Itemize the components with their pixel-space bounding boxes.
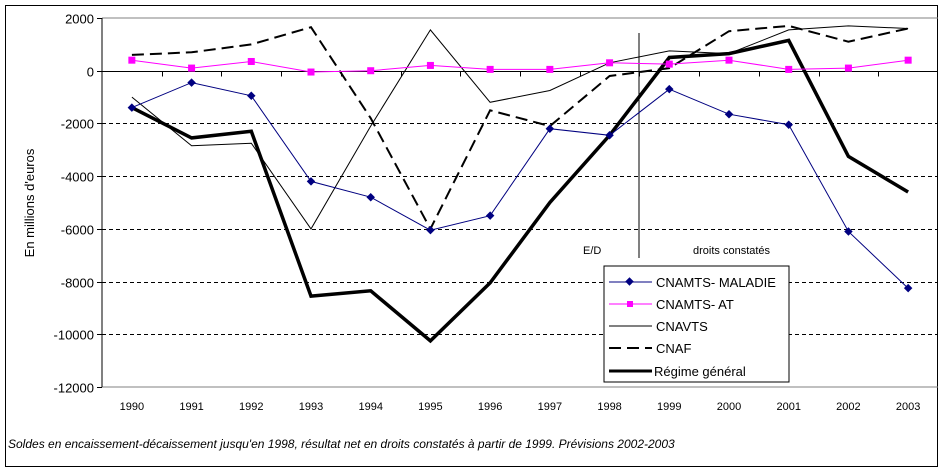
x-tick-label: 1998 — [597, 401, 621, 413]
data-point-cnamts-maladie — [485, 211, 495, 220]
data-point-cnamts-maladie — [724, 109, 734, 119]
legend-item-at: CNAMTS- AT — [609, 297, 734, 312]
y-tick-labels: 2000 0 -2000 -4000 -6000 -8000 -10000 -12000 — [54, 12, 94, 396]
x-tick-label: 1990 — [120, 401, 144, 413]
data-point-cnamts-at — [606, 59, 614, 67]
data-point-cnamts-at — [247, 57, 255, 65]
data-point-cnamts-maladie — [127, 103, 137, 112]
series-cnamts-at — [128, 56, 912, 76]
y-tick-label: -12000 — [54, 381, 94, 396]
caption: Soldes en encaissement-décaissement jusq… — [8, 437, 675, 451]
x-tick-label: 1992 — [239, 401, 263, 413]
x-tick-label: 2003 — [896, 401, 920, 413]
data-point-cnamts-at — [128, 56, 136, 64]
series-cnavts — [131, 25, 909, 230]
data-point-cnamts-at — [188, 64, 196, 72]
series — [127, 24, 913, 344]
x-tick-label: 1991 — [179, 401, 203, 413]
y-tick-label: -6000 — [61, 223, 94, 238]
data-point-cnamts-at — [725, 56, 733, 64]
x-tick-label: 1995 — [418, 401, 442, 413]
x-tick-label: 1999 — [657, 401, 681, 413]
legend-item-maladie: CNAMTS- MALADIE — [609, 275, 776, 290]
legend-box — [603, 265, 790, 383]
x-tick-labels: 1990 1991 1992 1993 1994 1995 1996 1997 1998 1999… — [120, 401, 921, 413]
y-tick-label: 2000 — [65, 12, 94, 27]
data-point-cnamts-maladie — [903, 283, 913, 293]
x-tick-label: 2000 — [717, 401, 741, 413]
x-tick-label: 1993 — [299, 401, 323, 413]
series-line-cnamts-at — [131, 59, 909, 73]
x-tick-label: 1996 — [478, 401, 502, 413]
data-point-cnamts-maladie — [247, 91, 256, 100]
legend-label-cnaf: CNAF — [656, 341, 691, 356]
y-tick-label: 0 — [87, 65, 94, 80]
data-point-cnamts-maladie — [784, 120, 793, 129]
legend-item-regime-general: Régime général — [609, 364, 746, 379]
x-tick-label: 1997 — [538, 401, 562, 413]
data-point-cnamts-maladie — [306, 177, 316, 186]
data-point-cnamts-at — [486, 65, 494, 73]
series-line-r-gime-g-n-ral — [131, 38, 909, 344]
legend-item-cnaf: CNAF — [609, 341, 691, 356]
legend-marker-diamond-icon — [625, 277, 634, 286]
x-tick-label: 2001 — [776, 401, 800, 413]
legend-item-cnavts: CNAVTS — [609, 319, 708, 334]
series-line-cnaf — [131, 24, 909, 232]
ed-label: E/D — [583, 245, 601, 257]
data-point-cnamts-maladie — [426, 225, 435, 235]
x-tick-label: 2002 — [836, 401, 860, 413]
series-line-cnavts — [131, 25, 909, 230]
data-point-cnamts-maladie — [187, 78, 196, 87]
data-point-cnamts-at — [665, 60, 673, 68]
data-point-cnamts-at — [367, 67, 375, 75]
gridlines — [102, 123, 938, 335]
data-point-cnamts-at — [426, 61, 434, 69]
legend-label-regime-general: Régime général — [654, 364, 746, 379]
data-point-cnamts-at — [546, 65, 554, 73]
series-cnamts-maladie — [127, 78, 913, 293]
data-point-cnamts-maladie — [545, 124, 555, 133]
legend-marker-square-icon — [627, 301, 633, 307]
droits-constates-label: droits constatés — [693, 245, 771, 257]
data-point-cnamts-maladie — [366, 192, 375, 202]
data-point-cnamts-at — [785, 65, 793, 73]
legend-label-at: CNAMTS- AT — [656, 297, 734, 312]
axes — [97, 17, 938, 388]
x-tick-label: 1994 — [358, 401, 382, 413]
y-tick-label: -10000 — [54, 328, 94, 343]
legend-label-cnavts: CNAVTS — [656, 319, 708, 334]
data-point-cnamts-at — [307, 68, 315, 76]
series-line-cnamts-maladie — [131, 82, 909, 289]
series-cnaf — [131, 24, 909, 232]
chart-frame — [5, 5, 938, 467]
data-point-cnamts-at — [904, 56, 912, 64]
y-axis-label: En millions d'euros — [22, 148, 37, 257]
y-tick-label: -2000 — [61, 117, 94, 132]
data-point-cnamts-at — [844, 64, 852, 72]
y-tick-label: -8000 — [61, 276, 94, 291]
legend: CNAMTS- MALADIE CNAMTS- AT CNAVTS CNAF R… — [603, 265, 790, 383]
series-r-gime-g-n-ral — [131, 38, 909, 344]
legend-label-maladie: CNAMTS- MALADIE — [656, 275, 776, 290]
y-tick-label: -4000 — [61, 170, 94, 185]
